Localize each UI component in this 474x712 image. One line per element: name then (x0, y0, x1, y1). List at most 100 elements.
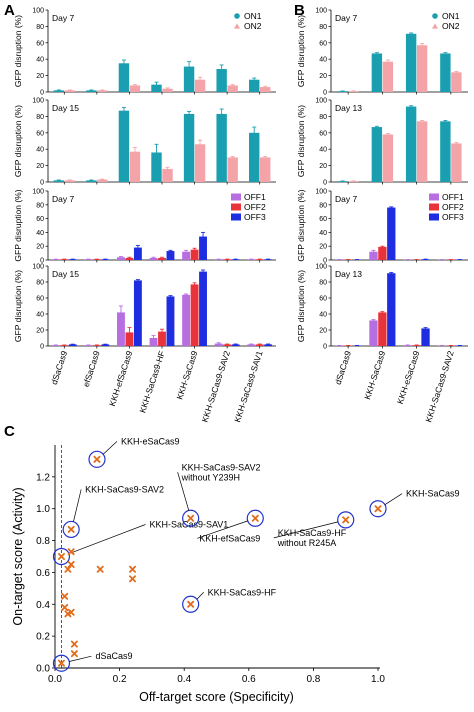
y-tick-label: 80 (319, 280, 327, 287)
bar-on2 (416, 121, 428, 182)
scatter-point (57, 659, 65, 667)
point-label: KKH-SaCas9-HF without R245A (277, 528, 347, 548)
category-label: KKH-efSaCas9 (107, 349, 134, 407)
bar-off1 (403, 345, 412, 346)
bar-off2 (158, 257, 166, 260)
bar-off3 (231, 344, 240, 346)
scatter-point (129, 565, 137, 573)
y-tick-label: 0 (323, 90, 327, 97)
panel-label-c: C (4, 423, 15, 440)
y-tick-label: 60 (36, 130, 44, 137)
highlight-circle (52, 654, 71, 672)
label-leader (384, 493, 403, 506)
y-tick-label: 0.6 (36, 568, 50, 579)
bar-off3 (264, 259, 273, 260)
bar-on2 (227, 85, 238, 92)
bar-on2 (348, 91, 359, 92)
y-tick-label: 80 (36, 114, 44, 121)
scatter-point (129, 575, 137, 583)
bar-on2 (451, 72, 462, 92)
bar-on1 (151, 152, 162, 182)
y-tick-label: 40 (36, 147, 44, 154)
category-label: efSaCas9 (81, 349, 102, 388)
x-tick-label: 0.8 (306, 674, 320, 685)
bar-off1 (369, 251, 378, 260)
y-tick-label: 60 (319, 130, 327, 137)
day-label: Day 13 (335, 269, 362, 279)
y-tick-label: 40 (319, 147, 327, 154)
bar-off1 (247, 259, 256, 260)
legend-label: ON2 (442, 21, 460, 31)
category-label: KKH-SaCas9-HF (137, 350, 167, 415)
day-label: Day 7 (52, 194, 74, 204)
bar-panel-3: 0 20 40 60 80 100 GFP disruption (%) Day 15 dSaC… (13, 264, 276, 423)
bar-off2 (412, 345, 421, 346)
bar-on2 (97, 179, 108, 182)
scatter-point (342, 516, 350, 524)
bar-off2 (223, 344, 232, 346)
y-tick-label: 60 (319, 296, 327, 303)
scatter-point (67, 525, 75, 533)
y-axis-label: GFP disruption (%) (296, 105, 306, 177)
y-tick-label: 100 (32, 98, 44, 105)
highlight-circle (182, 509, 200, 527)
point-label: dSaCas9 (95, 651, 132, 661)
bar-on1 (440, 121, 451, 182)
x-tick-label: 0.2 (113, 674, 127, 685)
bar-on1 (53, 90, 64, 92)
bar-off2 (125, 257, 134, 260)
y-tick-label: 1.2 (36, 472, 50, 483)
highlight-circle (337, 511, 355, 529)
legend-marker (234, 13, 240, 19)
bar-on2 (162, 88, 173, 92)
scatter-point (67, 560, 75, 568)
bar-off2 (378, 312, 387, 346)
legend-marker (234, 23, 240, 29)
legend-label: OFF3 (244, 212, 266, 222)
bar-off1 (214, 343, 223, 346)
bar-off2 (223, 259, 232, 260)
category-label: KKH-SaCas9-SAV2 (200, 349, 233, 423)
category-label: dSaCas9 (333, 349, 353, 386)
bar-off2 (92, 345, 101, 346)
bar-on1 (216, 69, 227, 92)
bar-on1 (440, 53, 451, 92)
legend-marker (432, 23, 438, 29)
category-label: KKH-SaCas9-SAV2 (423, 349, 456, 423)
bar-on2 (129, 151, 141, 182)
bar-off2 (60, 259, 69, 260)
legend-label: OFF2 (442, 202, 464, 212)
scatter-point (64, 565, 72, 573)
y-tick-label: 80 (36, 24, 44, 31)
bar-off3 (199, 271, 207, 346)
highlight-circle (62, 520, 80, 539)
y-tick-label: 40 (36, 312, 44, 319)
bar-on2 (129, 85, 141, 92)
y-tick-label: 80 (319, 202, 327, 209)
label-leader (273, 521, 339, 539)
scatter-point (57, 553, 65, 560)
y-tick-label: 100 (32, 264, 44, 271)
bar-off1 (117, 312, 125, 346)
highlight-circle (182, 595, 200, 613)
category-label: KKH-eSaCas9 (395, 349, 422, 405)
scatter-point (67, 608, 75, 616)
bar-on2 (162, 168, 173, 182)
y-tick-label: 60 (36, 296, 44, 303)
bar-on1 (183, 66, 195, 92)
scatter-point (374, 505, 382, 513)
point-label: KKH-SaCas9-SAV2 without Y239H (181, 462, 261, 482)
legend-swatch (429, 213, 439, 221)
bar-off1 (51, 259, 60, 260)
scatter-point (70, 640, 78, 648)
bar-panel-0: 0 20 40 60 80 100 GFP disruption (%) Day 7 ON1ON… (13, 8, 276, 97)
y-tick-label: 100 (315, 264, 327, 271)
bar-off3 (133, 280, 142, 346)
category-label: KKH-SaCas9 (174, 349, 199, 400)
bar-on1 (53, 180, 64, 182)
bar-off3 (387, 273, 396, 346)
category-label: dSaCas9 (49, 349, 69, 386)
bar-on1 (371, 127, 383, 182)
scatter-panel: 0.0 0.2 0.4 0.6 0.8 1.0 0.0 0.2 0.4 0.6 0.8 1.0 1.2 O… (11, 436, 460, 704)
